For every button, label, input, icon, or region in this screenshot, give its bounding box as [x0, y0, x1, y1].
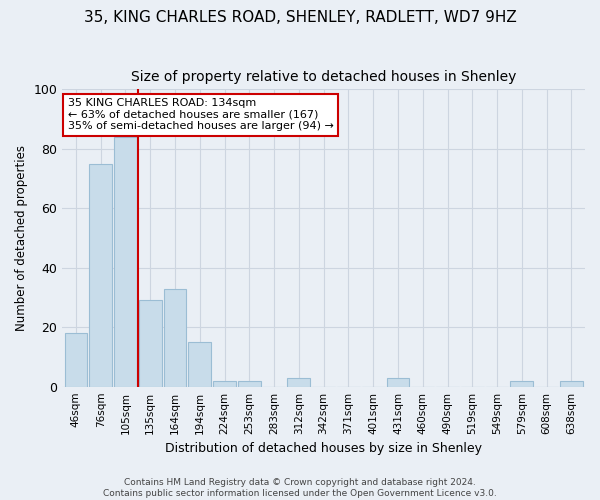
Bar — [188, 342, 211, 386]
Bar — [114, 137, 137, 386]
Bar — [560, 380, 583, 386]
Bar — [287, 378, 310, 386]
Bar — [164, 288, 187, 386]
Bar — [386, 378, 409, 386]
Bar — [139, 300, 161, 386]
Text: Contains HM Land Registry data © Crown copyright and database right 2024.
Contai: Contains HM Land Registry data © Crown c… — [103, 478, 497, 498]
Bar — [213, 380, 236, 386]
X-axis label: Distribution of detached houses by size in Shenley: Distribution of detached houses by size … — [165, 442, 482, 455]
Text: 35 KING CHARLES ROAD: 134sqm
← 63% of detached houses are smaller (167)
35% of s: 35 KING CHARLES ROAD: 134sqm ← 63% of de… — [68, 98, 334, 132]
Bar — [238, 380, 261, 386]
Y-axis label: Number of detached properties: Number of detached properties — [15, 145, 28, 331]
Bar — [511, 380, 533, 386]
Bar — [89, 164, 112, 386]
Text: 35, KING CHARLES ROAD, SHENLEY, RADLETT, WD7 9HZ: 35, KING CHARLES ROAD, SHENLEY, RADLETT,… — [83, 10, 517, 25]
Bar — [65, 333, 88, 386]
Title: Size of property relative to detached houses in Shenley: Size of property relative to detached ho… — [131, 70, 517, 84]
